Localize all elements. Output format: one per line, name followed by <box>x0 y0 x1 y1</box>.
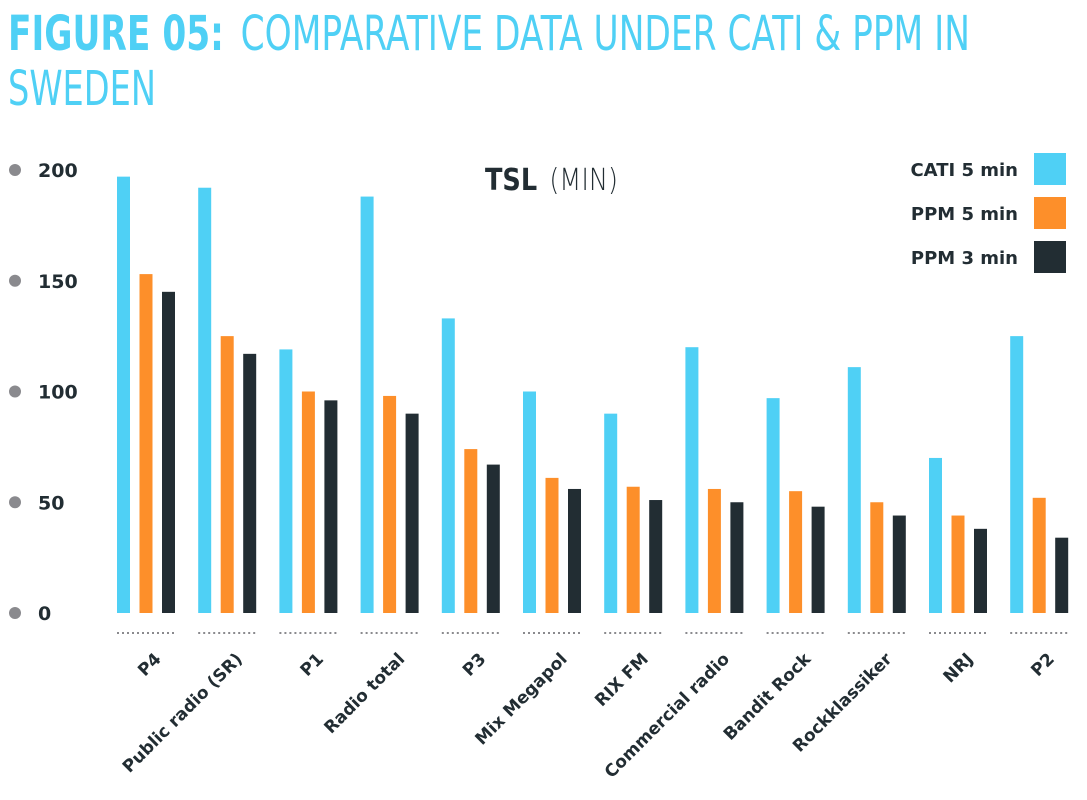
bar-cati-5-min <box>360 196 374 613</box>
figure-label: FIGURE 05: <box>8 6 224 62</box>
x-tick-label: NRJ <box>940 649 978 687</box>
y-tick-dot <box>9 385 21 398</box>
x-tick-label: RIX FM <box>591 649 653 711</box>
bar-ppm-5-min <box>139 274 153 613</box>
chart-title-main: TSL <box>485 163 537 198</box>
y-tick-label: 150 <box>38 271 78 293</box>
y-tick-label: 50 <box>38 492 64 514</box>
figure-title-line2: SWEDEN <box>8 61 156 117</box>
bar-ppm-3-min <box>568 488 581 613</box>
chart-title-unit: (MIN) <box>549 163 618 198</box>
y-axis: 0 50 100 150 200 <box>9 160 78 625</box>
bar-ppm-3-min <box>405 413 419 613</box>
bar-ppm-5-min <box>870 502 884 613</box>
x-tick-label: P3 <box>459 649 490 680</box>
bar-cati-5-min <box>117 176 130 613</box>
bar-ppm-5-min <box>951 515 965 613</box>
chart-title: TSL (MIN) <box>485 163 618 198</box>
y-tick-label: 100 <box>38 382 78 404</box>
x-tick-label: Radio total <box>320 649 409 738</box>
bar-ppm-5-min <box>626 486 640 613</box>
x-tick-label: P4 <box>134 649 165 680</box>
y-tick-dot <box>9 607 21 619</box>
bar-cati-5-min <box>1010 336 1024 613</box>
bars <box>117 176 1069 613</box>
bar-ppm-3-min <box>243 353 257 613</box>
bar-ppm-3-min <box>486 464 500 613</box>
bar-ppm-5-min <box>545 477 559 613</box>
bar-ppm-3-min <box>1055 537 1069 613</box>
bar-ppm-3-min <box>162 291 175 613</box>
bar-ppm-5-min <box>220 336 234 613</box>
bar-cati-5-min <box>685 347 699 613</box>
bar-ppm-3-min <box>892 515 906 613</box>
bar-ppm-3-min <box>324 400 338 613</box>
bar-ppm-5-min <box>707 488 721 613</box>
legend-swatch <box>1034 241 1066 273</box>
legend-label: CATI 5 min <box>910 160 1018 181</box>
bar-cati-5-min <box>604 413 618 613</box>
legend: CATI 5 min PPM 5 min PPM 3 min <box>910 153 1066 273</box>
bar-cati-5-min <box>929 457 942 613</box>
bar-cati-5-min <box>766 398 780 613</box>
y-tick-dot <box>9 496 21 509</box>
y-tick-label: 200 <box>38 160 78 182</box>
bar-cati-5-min <box>279 349 293 613</box>
bar-ppm-5-min <box>789 491 803 613</box>
y-tick-dot <box>9 164 21 176</box>
figure-title-line1: COMPARATIVE DATA UNDER CATI & PPM IN <box>241 6 970 62</box>
bar-ppm-3-min <box>974 528 987 613</box>
bar-ppm-5-min <box>301 391 315 613</box>
y-tick-dot <box>9 274 21 287</box>
bar-cati-5-min <box>847 367 861 613</box>
y-tick-label: 0 <box>38 603 51 625</box>
figure-title: FIGURE 05: COMPARATIVE DATA UNDER CATI &… <box>8 6 970 62</box>
bar-ppm-3-min <box>811 506 825 613</box>
bar-cati-5-min <box>523 391 536 613</box>
bar-cati-5-min <box>198 187 212 613</box>
legend-label: PPM 5 min <box>911 204 1018 225</box>
bar-ppm-3-min <box>730 502 744 613</box>
bar-ppm-3-min <box>649 500 663 613</box>
legend-label: PPM 3 min <box>911 248 1018 269</box>
bar-ppm-5-min <box>1032 497 1046 613</box>
x-tick-label: P2 <box>1027 649 1058 680</box>
x-tick-label: P1 <box>297 649 328 680</box>
bar-ppm-5-min <box>464 449 478 613</box>
legend-swatch <box>1034 197 1066 229</box>
legend-swatch <box>1034 153 1066 185</box>
bar-cati-5-min <box>441 318 455 613</box>
bar-ppm-5-min <box>383 395 397 613</box>
